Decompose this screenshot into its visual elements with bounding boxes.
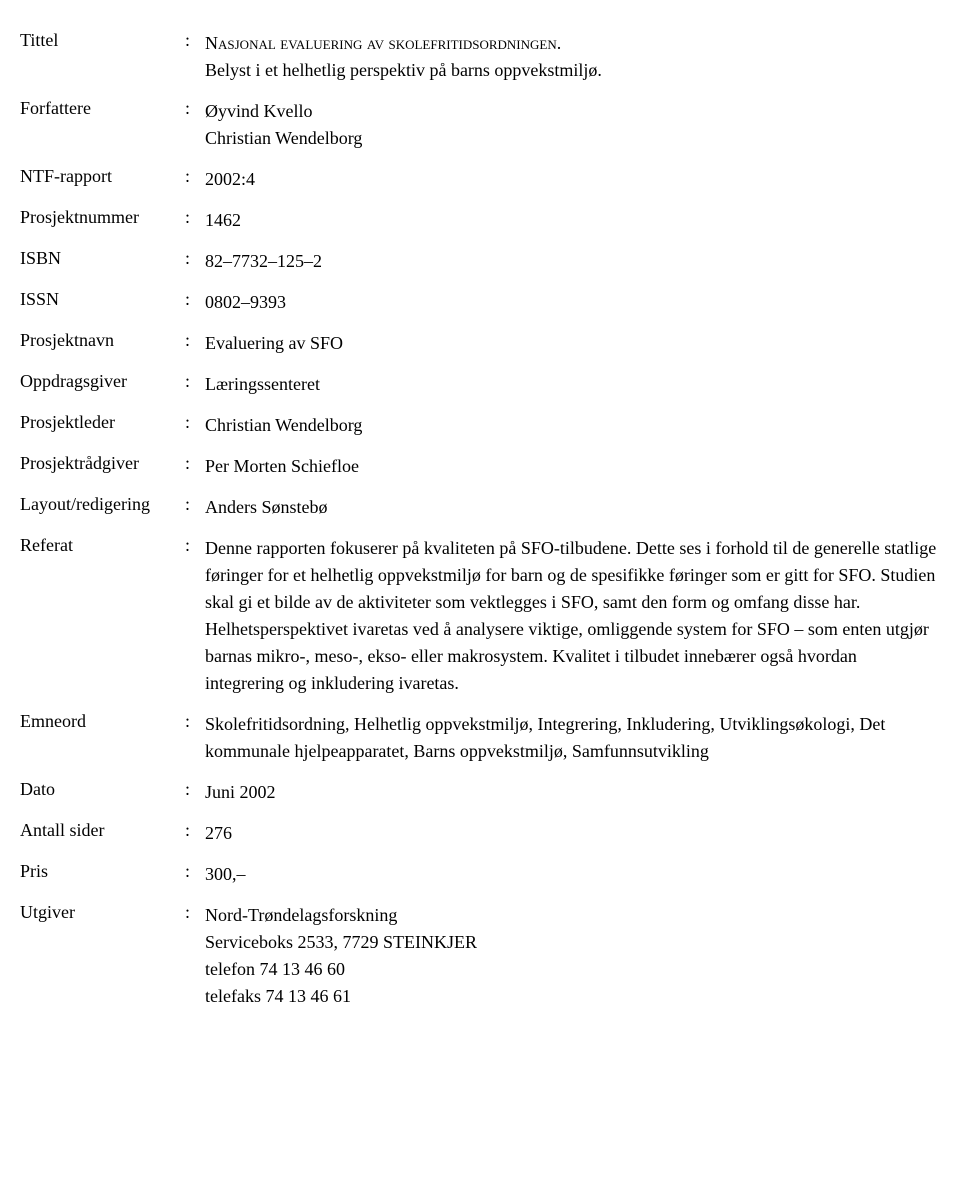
field-label: Emneord bbox=[20, 711, 185, 732]
metadata-row: Forfattere:Øyvind KvelloChristian Wendel… bbox=[20, 98, 940, 152]
field-label: Referat bbox=[20, 535, 185, 556]
metadata-row: Dato:Juni 2002 bbox=[20, 779, 940, 806]
colon-separator: : bbox=[185, 30, 205, 51]
field-label: NTF-rapport bbox=[20, 166, 185, 187]
metadata-row: Prosjektnavn:Evaluering av SFO bbox=[20, 330, 940, 357]
colon-separator: : bbox=[185, 535, 205, 556]
metadata-row: Prosjektrådgiver:Per Morten Schiefloe bbox=[20, 453, 940, 480]
metadata-row: Prosjektnummer:1462 bbox=[20, 207, 940, 234]
colon-separator: : bbox=[185, 861, 205, 882]
metadata-row: Referat:Denne rapporten fokuserer på kva… bbox=[20, 535, 940, 697]
metadata-row: Antall sider:276 bbox=[20, 820, 940, 847]
metadata-row: Pris:300,– bbox=[20, 861, 940, 888]
metadata-row: Utgiver:Nord-TrøndelagsforskningServiceb… bbox=[20, 902, 940, 1010]
field-value: 300,– bbox=[205, 861, 940, 888]
field-value: Øyvind KvelloChristian Wendelborg bbox=[205, 98, 940, 152]
colon-separator: : bbox=[185, 453, 205, 474]
field-value: Læringssenteret bbox=[205, 371, 940, 398]
colon-separator: : bbox=[185, 711, 205, 732]
field-value: 276 bbox=[205, 820, 940, 847]
field-value: Evaluering av SFO bbox=[205, 330, 940, 357]
colon-separator: : bbox=[185, 166, 205, 187]
field-value: 0802–9393 bbox=[205, 289, 940, 316]
field-label: Prosjektrådgiver bbox=[20, 453, 185, 474]
metadata-table: Tittel:Nasjonal evaluering av skolefriti… bbox=[20, 30, 940, 1010]
field-label: Prosjektnavn bbox=[20, 330, 185, 351]
metadata-row: Layout/redigering:Anders Sønstebø bbox=[20, 494, 940, 521]
field-value: Skolefritidsordning, Helhetlig oppvekstm… bbox=[205, 711, 940, 765]
metadata-row: Emneord:Skolefritidsordning, Helhetlig o… bbox=[20, 711, 940, 765]
colon-separator: : bbox=[185, 820, 205, 841]
colon-separator: : bbox=[185, 289, 205, 310]
field-value: Denne rapporten fokuserer på kvaliteten … bbox=[205, 535, 940, 697]
field-value: Juni 2002 bbox=[205, 779, 940, 806]
field-label: Tittel bbox=[20, 30, 185, 51]
field-value: Nasjonal evaluering av skolefritidsordni… bbox=[205, 30, 940, 84]
colon-separator: : bbox=[185, 248, 205, 269]
field-label: Oppdragsgiver bbox=[20, 371, 185, 392]
field-value: 1462 bbox=[205, 207, 940, 234]
field-label: Antall sider bbox=[20, 820, 185, 841]
metadata-row: ISBN:82–7732–125–2 bbox=[20, 248, 940, 275]
field-value: Per Morten Schiefloe bbox=[205, 453, 940, 480]
metadata-row: ISSN:0802–9393 bbox=[20, 289, 940, 316]
colon-separator: : bbox=[185, 330, 205, 351]
field-label: Layout/redigering bbox=[20, 494, 185, 515]
field-value: Christian Wendelborg bbox=[205, 412, 940, 439]
field-label: Pris bbox=[20, 861, 185, 882]
metadata-row: NTF-rapport:2002:4 bbox=[20, 166, 940, 193]
metadata-row: Tittel:Nasjonal evaluering av skolefriti… bbox=[20, 30, 940, 84]
metadata-row: Oppdragsgiver:Læringssenteret bbox=[20, 371, 940, 398]
field-label: Forfattere bbox=[20, 98, 185, 119]
metadata-row: Prosjektleder:Christian Wendelborg bbox=[20, 412, 940, 439]
field-value: 82–7732–125–2 bbox=[205, 248, 940, 275]
colon-separator: : bbox=[185, 371, 205, 392]
field-label: ISSN bbox=[20, 289, 185, 310]
field-label: Prosjektleder bbox=[20, 412, 185, 433]
field-value: Nord-TrøndelagsforskningServiceboks 2533… bbox=[205, 902, 940, 1010]
colon-separator: : bbox=[185, 779, 205, 800]
field-label: ISBN bbox=[20, 248, 185, 269]
colon-separator: : bbox=[185, 494, 205, 515]
colon-separator: : bbox=[185, 412, 205, 433]
colon-separator: : bbox=[185, 207, 205, 228]
field-label: Utgiver bbox=[20, 902, 185, 923]
field-label: Prosjektnummer bbox=[20, 207, 185, 228]
field-value: Anders Sønstebø bbox=[205, 494, 940, 521]
colon-separator: : bbox=[185, 98, 205, 119]
field-value: 2002:4 bbox=[205, 166, 940, 193]
colon-separator: : bbox=[185, 902, 205, 923]
field-label: Dato bbox=[20, 779, 185, 800]
